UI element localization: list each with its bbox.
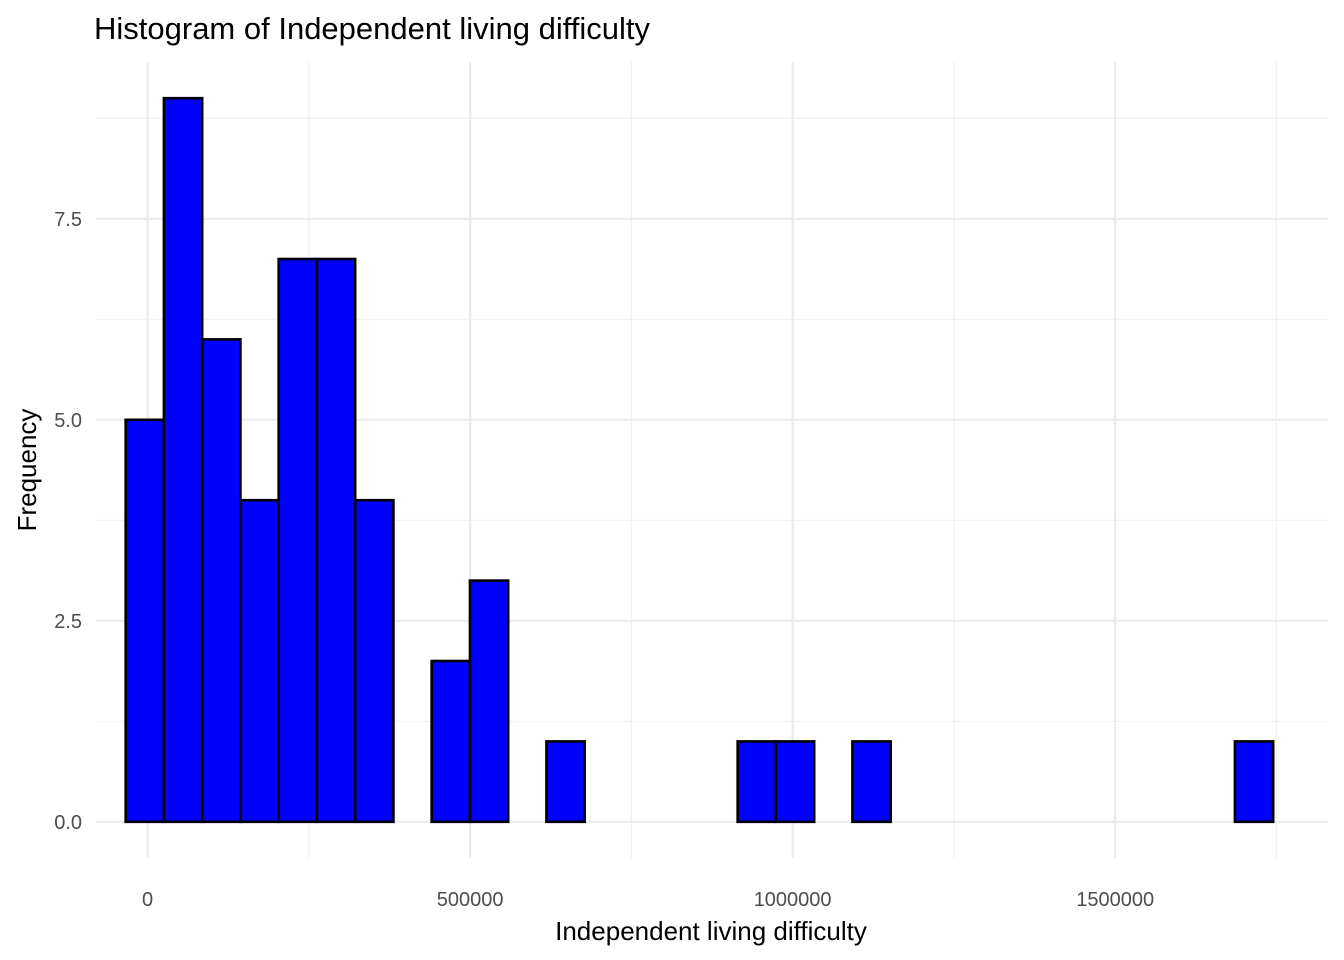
y-tick-label: 7.5 [54,209,82,231]
histogram-bar [1233,740,1275,824]
histogram-bar [851,740,892,824]
y-tick-label: 2.5 [54,611,82,633]
x-axis-ticks: 0 500000 1000000 1500000 [142,889,1154,911]
x-tick-label: 500000 [437,889,504,911]
histogram-bar [277,257,319,824]
histogram-bar [736,740,778,824]
histogram-bar [124,418,166,824]
histogram-bars [124,96,1275,824]
y-axis-ticks: 0.0 2.5 5.0 7.5 [54,209,82,834]
y-tick-label: 5.0 [54,410,82,432]
histogram-bar [468,579,510,824]
histogram-bar [353,498,395,824]
chart-title: Histogram of Independent living difficul… [94,11,651,46]
histogram-bar [239,498,280,824]
histogram-bar [315,257,357,824]
y-axis-title: Frequency [12,409,42,532]
histogram-bar [774,740,816,824]
histogram-bar [162,96,204,824]
x-axis-title: Independent living difficulty [555,916,867,946]
x-tick-label: 1500000 [1076,889,1154,911]
histogram-bar [545,740,586,824]
y-tick-label: 0.0 [54,812,82,834]
histogram-bar [200,338,242,824]
x-tick-label: 1000000 [754,889,832,911]
x-tick-label: 0 [142,889,153,911]
histogram-bar [430,659,472,824]
